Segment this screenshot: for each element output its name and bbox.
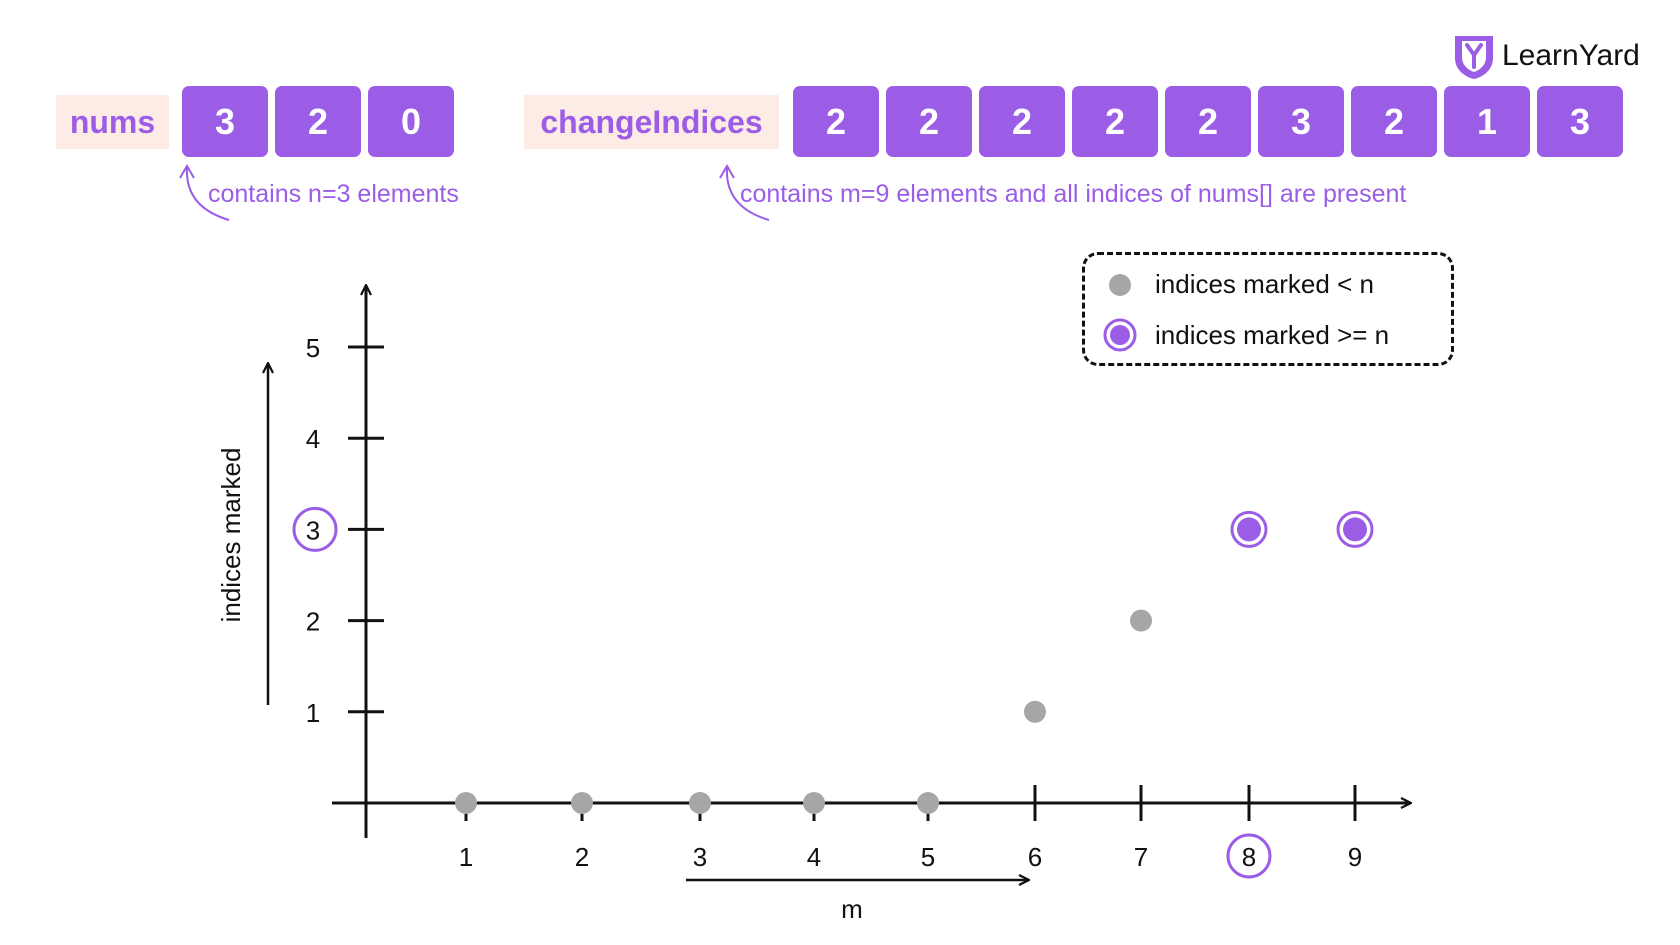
logo-text: LearnYard [1502,39,1640,72]
nums-label: nums [56,95,169,149]
nums-cell: 3 [182,86,268,157]
data-point-gray [1024,700,1046,723]
change-indices-cell: 3 [1258,86,1344,157]
nums-cell: 0 [368,86,454,157]
nums-note: contains n=3 elements [208,180,459,208]
change-indices-cell: 1 [1444,86,1530,157]
data-point-gray [571,792,593,814]
legend-item-purple: indices marked >= n [1085,317,1389,353]
change-indices-cell: 2 [1351,86,1437,157]
nums-array: 3 2 0 [182,86,454,157]
change-indices-cell: 2 [886,86,972,157]
y-tick-label: 5 [306,333,320,363]
data-point-gray [803,792,825,814]
data-point-gray [1130,609,1152,632]
data-point-gray [455,792,477,814]
change-indices-cell: 2 [793,86,879,157]
data-point-gray [689,792,711,814]
x-tick-label: 4 [807,842,821,872]
nums-note-arrow-icon [179,164,230,221]
data-points [455,510,1374,814]
change-indices-label: changeIndices [524,95,779,149]
x-tick-label: 9 [1348,842,1362,872]
nums-cell: 2 [275,86,361,157]
data-point-purple [1336,510,1374,548]
change-indices-note-arrow-icon [719,164,770,221]
change-indices-cell: 3 [1537,86,1623,157]
y-tick-label: 4 [306,424,320,454]
x-tick-label: 2 [575,842,589,872]
data-point-gray [917,792,939,814]
change-indices-note: contains m=9 elements and all indices of… [740,180,1407,208]
change-indices-array: 2 2 2 2 2 3 2 1 3 [793,86,1623,157]
change-indices-cell: 2 [1165,86,1251,157]
x-tick-highlight [1226,833,1272,879]
x-tick-label: 6 [1028,842,1042,872]
x-tick-label: 5 [921,842,935,872]
legend-label: indices marked >= n [1155,319,1390,350]
learnyard-shield-icon [1455,36,1493,79]
y-tick-label: 3 [306,515,320,545]
y-tick-label: 2 [306,607,320,637]
legend: indices marked < n indices marked >= n [1082,252,1454,366]
legend-label: indices marked < n [1155,269,1374,299]
x-tick-label: 3 [693,842,707,872]
legend-item-gray: indices marked < n [1085,269,1374,300]
purple-ring-dot-icon [1103,318,1137,352]
x-tick-label: 8 [1242,842,1256,872]
y-tick-label: 1 [306,698,320,728]
change-indices-cell: 2 [1072,86,1158,157]
y-ticks: 1 2 3 4 5 [292,333,384,728]
change-indices-cell: 2 [979,86,1065,157]
y-tick-highlight [292,506,338,552]
x-tick-label: 1 [459,842,473,872]
x-axis-label: m [841,894,863,924]
x-tick-label: 7 [1134,842,1148,872]
y-axis-label: indices marked [216,448,246,623]
data-point-purple [1230,510,1268,548]
learnyard-logo: LearnYard [1452,32,1640,80]
gray-dot-icon [1109,273,1131,296]
x-ticks: 1 2 3 4 5 6 7 8 9 [459,785,1362,879]
